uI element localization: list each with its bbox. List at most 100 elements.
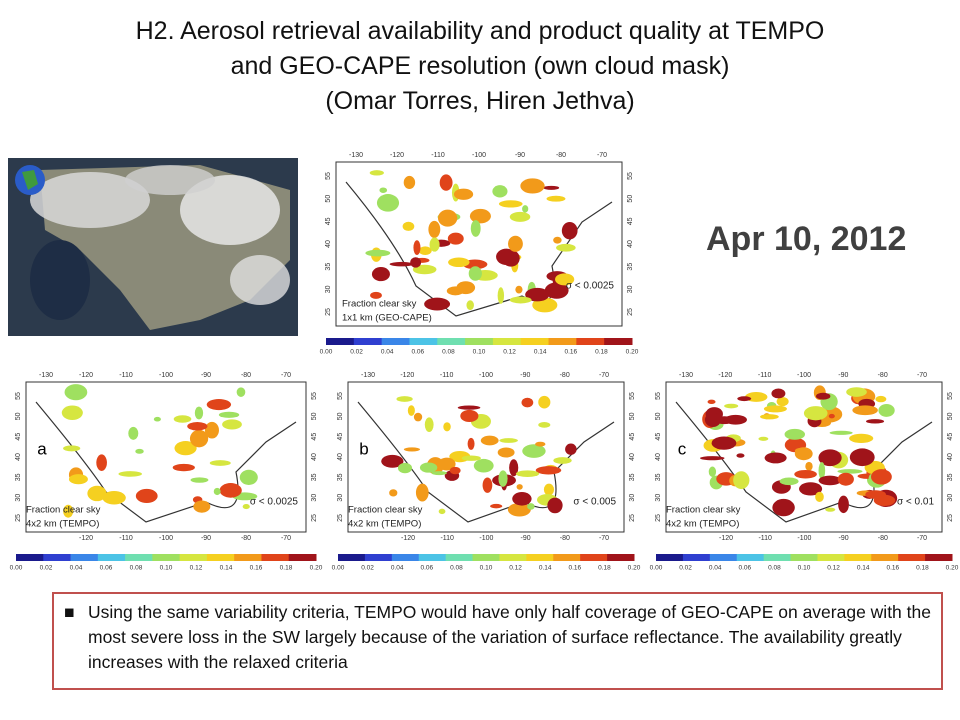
lon-label: -100 bbox=[159, 535, 173, 542]
aerosol-pixels bbox=[525, 287, 550, 302]
caption: 4x2 km (TEMPO) bbox=[26, 519, 99, 530]
lon-label: -100 bbox=[479, 372, 493, 379]
colorbar-segment bbox=[709, 554, 738, 561]
aerosol-pixels bbox=[724, 403, 739, 409]
aerosol-pixels bbox=[187, 421, 208, 431]
lat-label: 40 bbox=[337, 453, 344, 461]
aerosol-pixels bbox=[194, 406, 204, 420]
colorbar-label: 0.06 bbox=[411, 349, 424, 356]
lat-label: 55 bbox=[947, 392, 954, 400]
aerosol-pixels bbox=[815, 392, 831, 400]
colorbar-segment bbox=[381, 338, 410, 345]
aerosol-pixels bbox=[556, 243, 576, 252]
colorbar-label: 0.08 bbox=[442, 349, 455, 356]
aerosol-pixels bbox=[446, 286, 464, 296]
colorbar-label: 0.20 bbox=[626, 349, 639, 356]
lat-label: 55 bbox=[627, 172, 634, 180]
aerosol-pixels bbox=[758, 436, 769, 441]
colorbar-label: 0.02 bbox=[40, 565, 53, 572]
colorbar-segment bbox=[580, 554, 608, 561]
aerosol-pixels bbox=[376, 194, 400, 212]
lon-label: -90 bbox=[520, 372, 530, 379]
aerosol-pixels bbox=[429, 237, 440, 252]
aerosol-pixels bbox=[239, 469, 258, 486]
aerosol-pixels bbox=[389, 261, 414, 267]
colorbar-label: 0.14 bbox=[539, 565, 552, 572]
colorbar-label: 0.04 bbox=[709, 565, 722, 572]
colorbar-label: 0.18 bbox=[280, 565, 293, 572]
colorbar-label: 0.14 bbox=[220, 565, 233, 572]
lat-label: 30 bbox=[325, 285, 332, 293]
aerosol-pixels bbox=[403, 447, 421, 452]
aerosol-pixels bbox=[193, 500, 211, 513]
aerosol-pixels bbox=[206, 399, 232, 411]
aerosol-pixels bbox=[535, 466, 562, 475]
lat-label: 40 bbox=[627, 240, 634, 248]
aerosol-pixels bbox=[497, 287, 505, 304]
lon-label: -100 bbox=[797, 535, 811, 542]
aerosol-pixels bbox=[61, 405, 83, 421]
colorbar-segment bbox=[763, 554, 792, 561]
aerosol-pixels bbox=[736, 453, 745, 458]
colorbar-segment bbox=[817, 554, 845, 561]
lon-label: -90 bbox=[838, 372, 848, 379]
lat-label: 55 bbox=[655, 392, 662, 400]
caption: Fraction clear sky bbox=[348, 505, 423, 516]
colorbar-label: 0.16 bbox=[250, 565, 263, 572]
aerosol-pixels bbox=[490, 503, 503, 509]
lat-label: 45 bbox=[337, 433, 344, 441]
lat-label: 35 bbox=[325, 263, 332, 271]
caption: Fraction clear sky bbox=[26, 505, 101, 516]
lon-label: -70 bbox=[599, 535, 609, 542]
lon-label: -70 bbox=[597, 152, 607, 159]
lat-label: 35 bbox=[947, 473, 954, 481]
lon-label: -90 bbox=[839, 535, 849, 542]
aerosol-pixels bbox=[153, 416, 161, 422]
lat-label: 30 bbox=[947, 494, 954, 502]
coastline bbox=[675, 401, 933, 523]
aerosol-pixels bbox=[555, 273, 575, 286]
aerosol-pixels bbox=[447, 232, 464, 245]
aerosol-pixels bbox=[480, 435, 499, 446]
lat-label: 55 bbox=[337, 392, 344, 400]
aerosol-pixels bbox=[544, 282, 569, 299]
lat-label: 30 bbox=[337, 494, 344, 502]
colorbar-label: 0.00 bbox=[650, 565, 663, 572]
colorbar-segment bbox=[520, 338, 550, 345]
colorbar-segment bbox=[70, 554, 99, 561]
aerosol-pixels bbox=[213, 487, 221, 496]
aerosol-pixels bbox=[418, 246, 432, 255]
aerosol-pixels bbox=[443, 422, 451, 432]
aerosol-pixels bbox=[438, 457, 456, 471]
colorbar-segment bbox=[364, 554, 393, 561]
aerosol-pixels bbox=[64, 384, 88, 401]
panel-letter: c bbox=[678, 439, 687, 458]
aerosol-pixels bbox=[467, 437, 475, 450]
colorbar-label: 0.00 bbox=[332, 565, 345, 572]
aerosol-pixels bbox=[365, 249, 391, 257]
aerosol-pixels bbox=[428, 220, 441, 238]
aerosol-pixels bbox=[424, 297, 451, 311]
lat-label: 50 bbox=[15, 412, 22, 420]
aerosol-pixels bbox=[470, 220, 481, 237]
aerosol-pixels bbox=[873, 494, 896, 506]
caption: 4x2 km (TEMPO) bbox=[348, 519, 421, 530]
aerosol-pixels bbox=[497, 447, 515, 458]
colorbar-segment bbox=[409, 338, 438, 345]
panel-letter: b bbox=[359, 439, 368, 458]
lon-label: -100 bbox=[479, 535, 493, 542]
aerosol-pixels bbox=[135, 488, 158, 504]
slide-title: H2. Aerosol retrieval availability and p… bbox=[0, 14, 960, 119]
colorbar-segment bbox=[391, 554, 420, 561]
colorbar-segment bbox=[179, 554, 208, 561]
colorbar-segment bbox=[553, 554, 581, 561]
colorbar-label: 0.06 bbox=[100, 565, 113, 572]
aerosol-pixels bbox=[538, 395, 551, 409]
aerosol-pixels bbox=[875, 395, 887, 403]
aerosol-pixels bbox=[410, 257, 422, 268]
aerosol-pixels bbox=[499, 438, 518, 443]
aerosol-pixels bbox=[437, 209, 458, 227]
aerosol-pixels bbox=[128, 426, 139, 440]
colorbar-segment bbox=[656, 554, 684, 561]
aerosol-pixels bbox=[521, 397, 534, 408]
